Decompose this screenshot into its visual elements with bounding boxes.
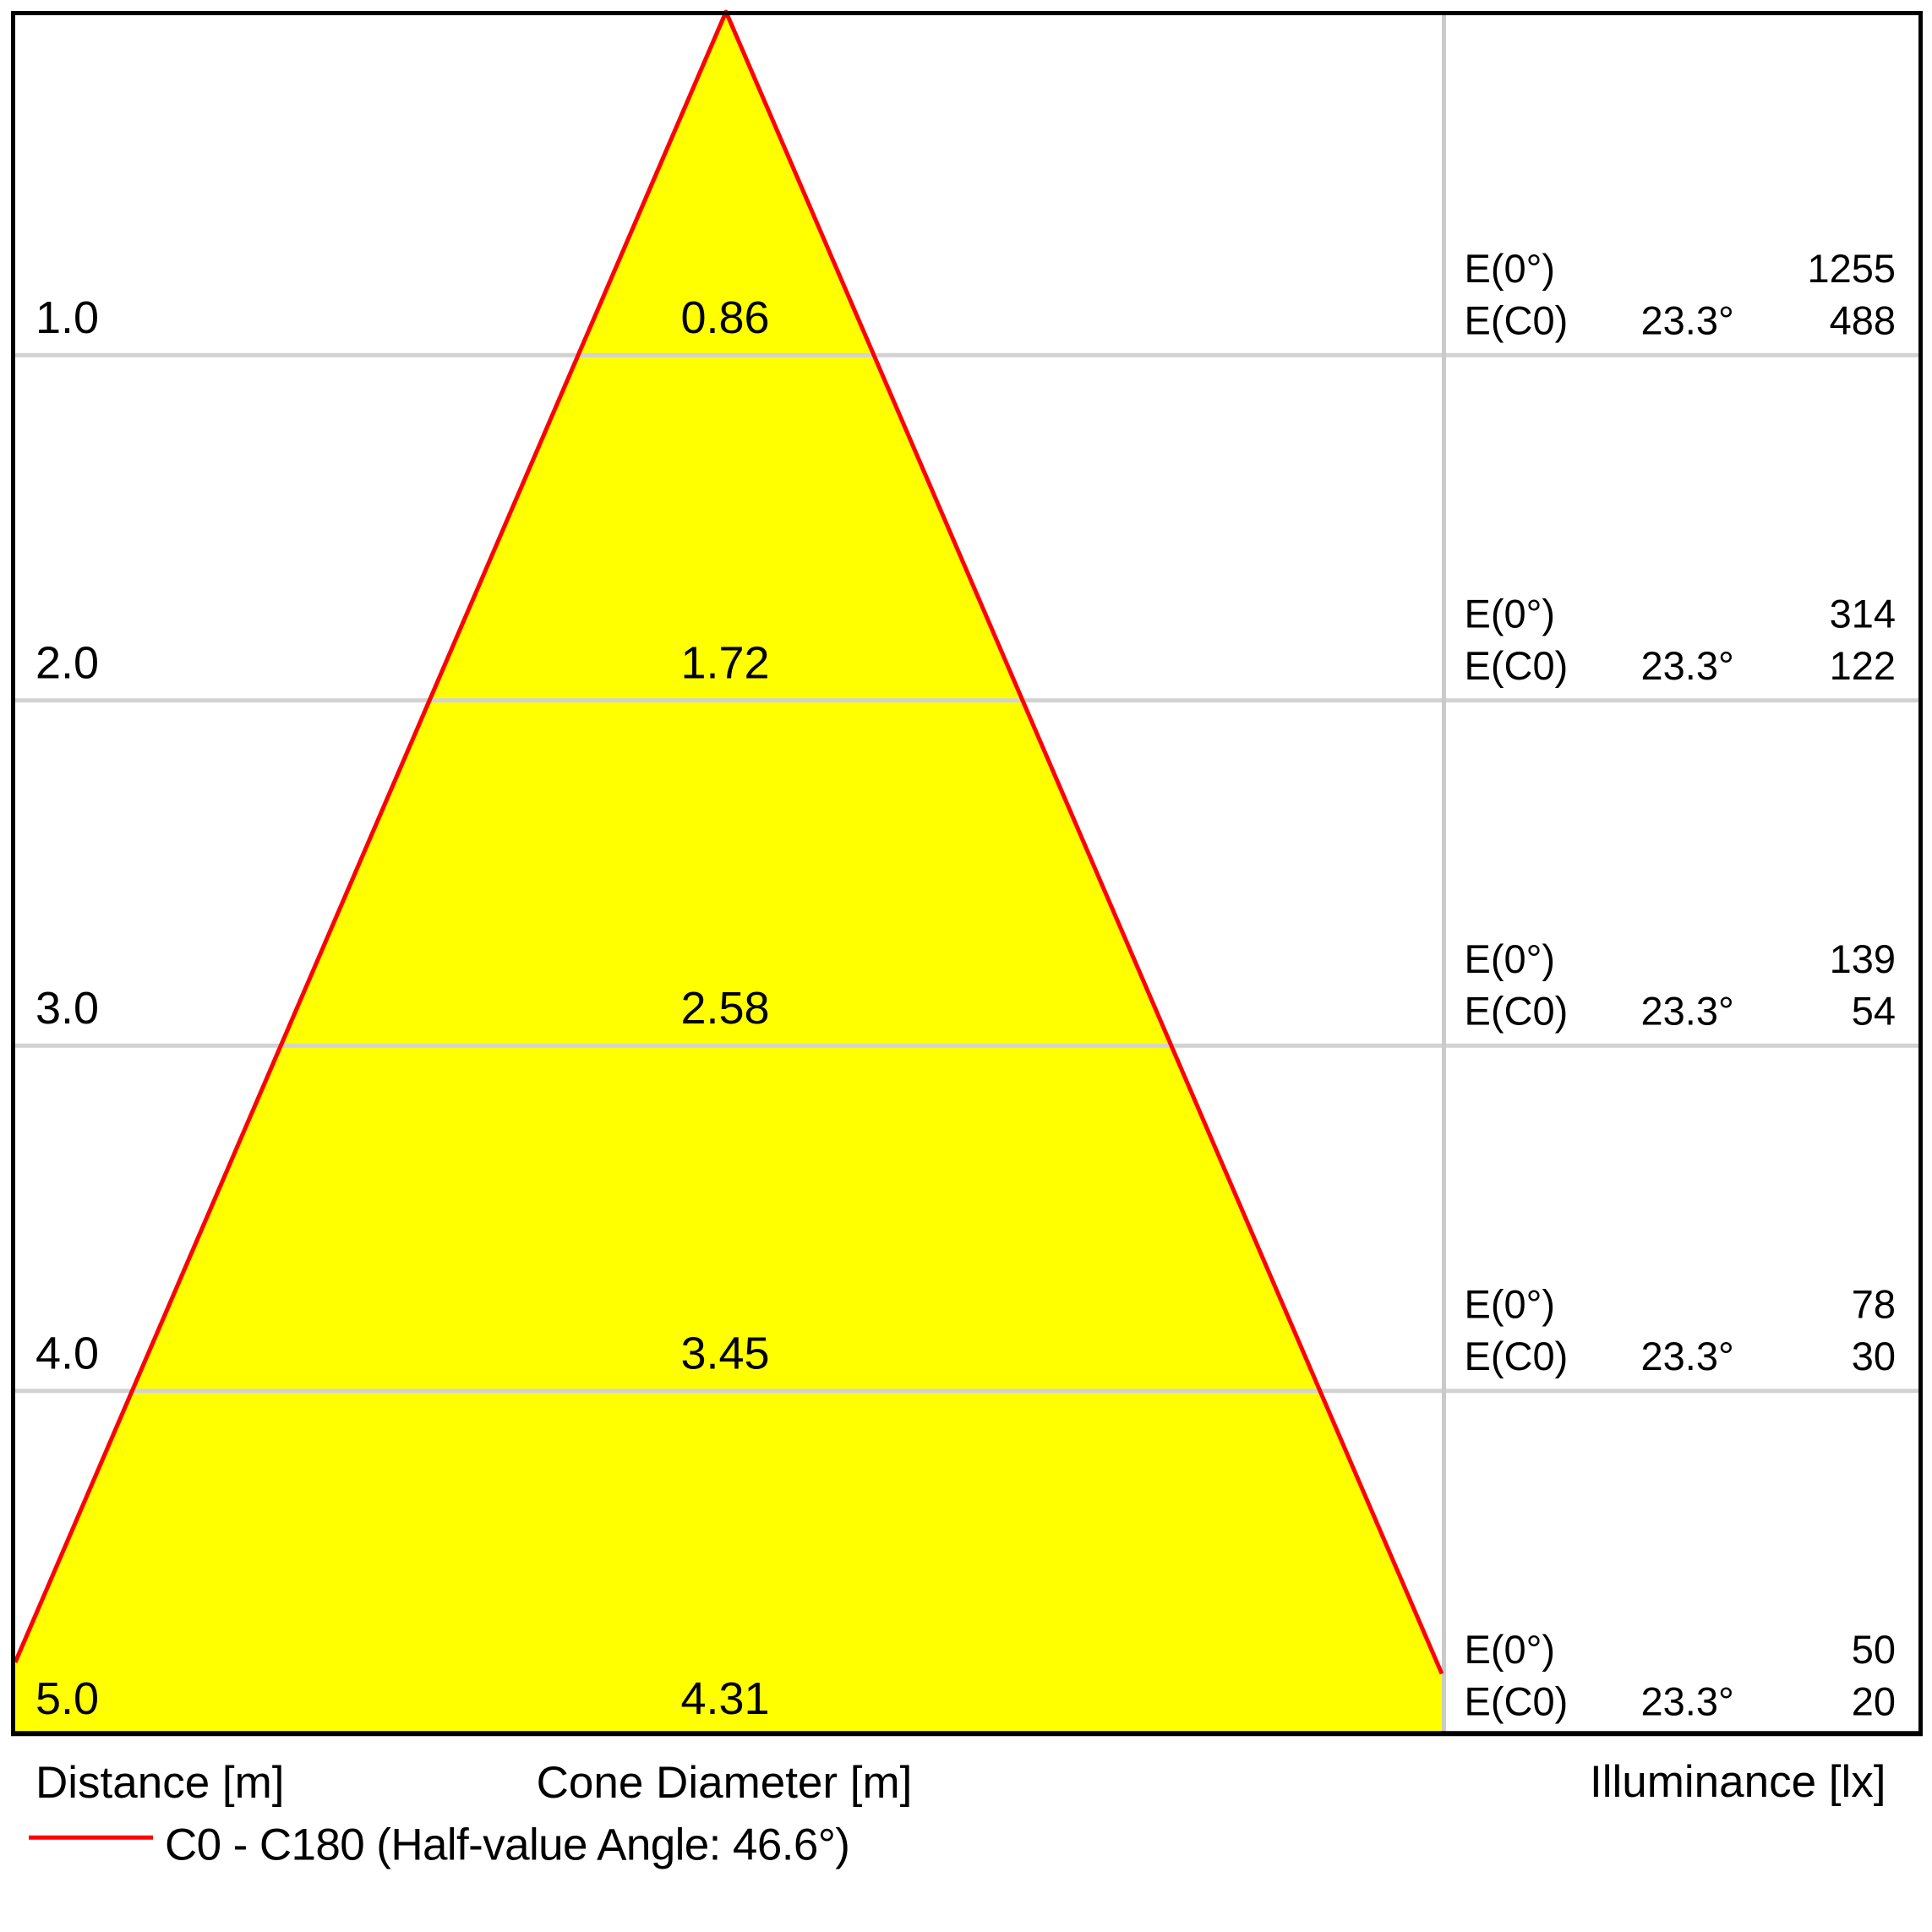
- svg-text:23.3°: 23.3°: [1641, 1679, 1734, 1724]
- svg-text:122: 122: [1830, 643, 1896, 688]
- svg-text:Distance [m]: Distance [m]: [35, 1758, 285, 1808]
- svg-text:E(C0): E(C0): [1465, 643, 1569, 688]
- svg-text:488: 488: [1830, 298, 1896, 343]
- svg-text:2.0: 2.0: [35, 638, 99, 689]
- svg-text:4.31: 4.31: [680, 1673, 769, 1724]
- svg-text:E(C0): E(C0): [1465, 1334, 1569, 1378]
- svg-text:E(0°): E(0°): [1465, 591, 1556, 636]
- svg-text:23.3°: 23.3°: [1641, 1334, 1734, 1378]
- svg-text:Illuminance [lx]: Illuminance [lx]: [1590, 1757, 1886, 1807]
- svg-text:23.3°: 23.3°: [1641, 989, 1734, 1034]
- svg-text:1.72: 1.72: [680, 638, 769, 689]
- svg-text:E(C0): E(C0): [1465, 989, 1569, 1034]
- svg-text:3.0: 3.0: [35, 983, 99, 1034]
- svg-text:0.86: 0.86: [680, 292, 769, 343]
- svg-text:5.0: 5.0: [35, 1673, 99, 1724]
- svg-text:78: 78: [1852, 1281, 1896, 1326]
- svg-text:E(0°): E(0°): [1465, 936, 1556, 981]
- svg-text:3.45: 3.45: [680, 1329, 769, 1379]
- svg-text:30: 30: [1852, 1334, 1896, 1378]
- svg-text:E(0°): E(0°): [1465, 1627, 1556, 1672]
- svg-text:C0 - C180 (Half-value Angle: 4: C0 - C180 (Half-value Angle: 46.6°): [165, 1820, 849, 1870]
- svg-text:1255: 1255: [1807, 246, 1896, 291]
- svg-text:2.58: 2.58: [680, 983, 769, 1034]
- svg-text:54: 54: [1852, 989, 1896, 1034]
- svg-text:23.3°: 23.3°: [1641, 298, 1734, 343]
- svg-text:Cone Diameter [m]: Cone Diameter [m]: [537, 1758, 913, 1808]
- svg-text:E(C0): E(C0): [1465, 298, 1569, 343]
- svg-text:4.0: 4.0: [35, 1329, 99, 1379]
- svg-text:20: 20: [1852, 1679, 1896, 1724]
- svg-text:314: 314: [1830, 591, 1896, 636]
- svg-text:E(0°): E(0°): [1465, 1281, 1556, 1326]
- svg-text:23.3°: 23.3°: [1641, 643, 1734, 688]
- svg-text:139: 139: [1830, 936, 1896, 981]
- svg-text:1.0: 1.0: [35, 292, 99, 343]
- svg-text:50: 50: [1852, 1627, 1896, 1672]
- svg-text:E(C0): E(C0): [1465, 1679, 1569, 1724]
- svg-text:E(0°): E(0°): [1465, 246, 1556, 291]
